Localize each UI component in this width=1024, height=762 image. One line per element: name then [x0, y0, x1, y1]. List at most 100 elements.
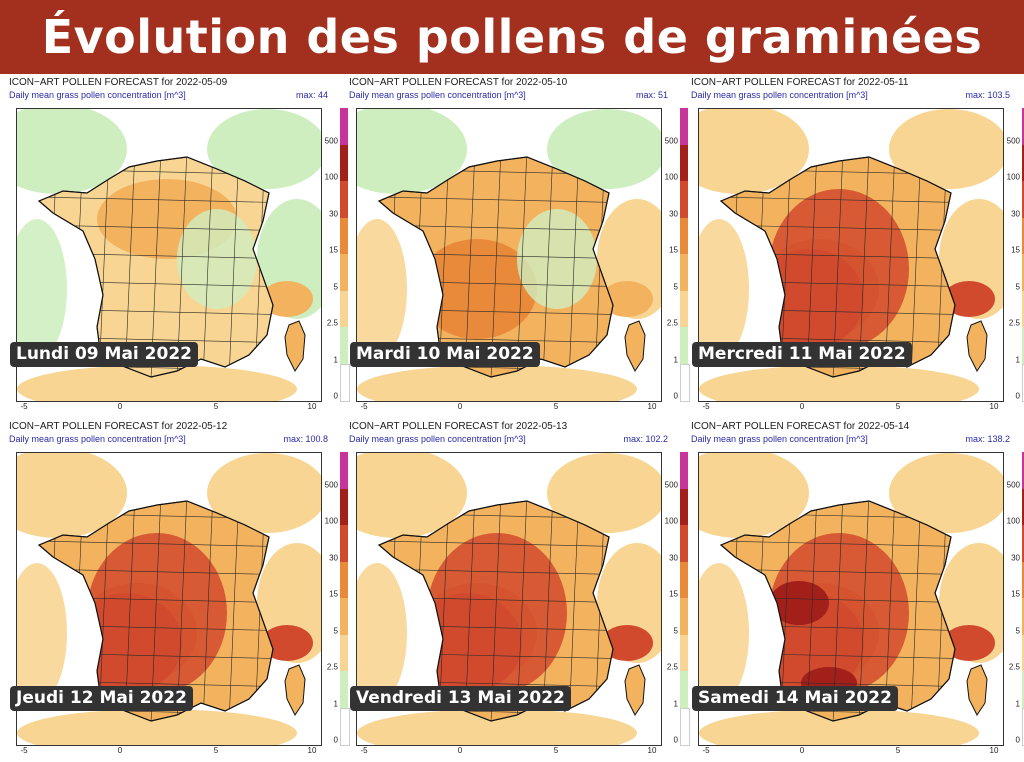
day-label: Vendredi 13 Mai 2022: [350, 686, 571, 711]
department-border: [124, 157, 136, 377]
department-border: [98, 501, 110, 721]
colorbar-segment: [340, 108, 348, 145]
benelux-region: [547, 109, 661, 189]
x-tick-label: 0: [799, 402, 805, 411]
benelux-region: [547, 453, 661, 533]
department-border: [806, 501, 818, 721]
colorbar-segment: [680, 217, 688, 254]
spain-region: [357, 709, 637, 745]
x-axis-ticks: -5 0 5 10: [356, 746, 662, 758]
colorbar-tick-label: 500: [664, 480, 678, 490]
colorbar-segment: [340, 561, 348, 598]
colorbar-segment: [340, 598, 348, 635]
colorbar-segment: [680, 327, 688, 364]
colorbar-segment: [680, 634, 688, 671]
colorbar-segment: [680, 671, 688, 708]
department-border: [832, 157, 844, 377]
max-value-label: max: 138.2: [965, 434, 1010, 444]
department-border: [379, 224, 613, 232]
colorbar-tick-label: 100: [324, 172, 338, 182]
x-tick-label: 0: [457, 402, 463, 411]
colorbar-tick-label: 1: [673, 699, 678, 709]
concentration-zone: [517, 209, 597, 309]
colorbar-segment: [340, 181, 348, 218]
colorbar-tick-label: 0: [333, 735, 338, 745]
x-axis-ticks: -5 0 5 10: [16, 402, 322, 414]
uk-region: [357, 453, 467, 538]
colorbar-segment: [680, 363, 690, 402]
colorbar-segment: [680, 144, 688, 181]
panel-header: ICON−ART POLLEN FORECAST for 2022-05-12 D…: [8, 420, 348, 450]
colorbar-legend: 500 100 30 15 5 2.5 1 0: [325, 452, 350, 746]
colorbar-tick-label: 30: [329, 209, 338, 219]
concentration-zone: [769, 581, 829, 625]
colorbar-segment: [340, 488, 348, 525]
department-border: [228, 501, 240, 721]
benelux-region: [207, 453, 321, 533]
colorbar-segment: [680, 488, 688, 525]
corsica-island: [284, 320, 306, 372]
x-tick-label: -5: [702, 746, 710, 755]
colorbar-segment: [1022, 488, 1024, 525]
panel-title: ICON−ART POLLEN FORECAST for 2022-05-12: [9, 421, 228, 432]
italy-region: [261, 281, 313, 317]
max-value-label: max: 102.2: [623, 434, 668, 444]
colorbar-tick-label: 15: [1011, 245, 1020, 255]
colorbar-tick-label: 1: [333, 355, 338, 365]
colorbar-tick-label: 100: [1006, 516, 1020, 526]
colorbar-segment: [1022, 327, 1024, 364]
department-border: [910, 157, 922, 377]
x-tick-label: -5: [360, 402, 368, 411]
department-border: [568, 501, 580, 721]
department-border: [379, 196, 613, 204]
benelux-region: [889, 109, 1003, 189]
concentration-zone: [417, 239, 537, 339]
colorbar-tick-label: 30: [1011, 209, 1020, 219]
colorbar-tick-label: 2.5: [326, 662, 338, 672]
panel-title: ICON−ART POLLEN FORECAST for 2022-05-10: [349, 77, 568, 88]
day-label: Mercredi 11 Mai 2022: [692, 342, 912, 367]
colorbar-tick-label: 500: [324, 480, 338, 490]
colorbar-tick-label: 100: [664, 516, 678, 526]
spain-region: [17, 709, 297, 745]
colorbar-tick-label: 15: [669, 589, 678, 599]
x-axis-ticks: -5 0 5 10: [16, 746, 322, 758]
panel-subtitle: Daily mean grass pollen concentration [m…: [691, 434, 868, 444]
colorbar-segment: [1022, 452, 1024, 489]
x-tick-label: -5: [20, 402, 28, 411]
x-tick-label: 10: [989, 402, 999, 411]
colorbar-segment: [340, 707, 350, 746]
department-border: [780, 501, 792, 721]
department-border: [98, 157, 110, 377]
italy-region: [261, 625, 313, 661]
forecast-panel: ICON−ART POLLEN FORECAST for 2022-05-12 D…: [8, 420, 350, 760]
department-border: [150, 501, 162, 721]
x-tick-label: 0: [457, 746, 463, 755]
colorbar-segment: [340, 525, 348, 562]
colorbar-legend: 500 100 30 15 5 2.5 1 0: [665, 452, 690, 746]
colorbar-tick-label: 2.5: [666, 662, 678, 672]
colorbar-tick-label: 30: [669, 209, 678, 219]
department-border: [176, 157, 188, 377]
colorbar-segment: [1022, 290, 1024, 327]
uk-region: [699, 453, 809, 538]
colorbar-tick-label: 2.5: [1008, 662, 1020, 672]
colorbar-tick-label: 5: [333, 626, 338, 636]
colorbar-segment: [340, 634, 348, 671]
panel-subtitle: Daily mean grass pollen concentration [m…: [9, 90, 186, 100]
max-value-label: max: 100.8: [283, 434, 328, 444]
atlantic-sea-region: [17, 219, 67, 359]
x-tick-label: 5: [895, 746, 901, 755]
spain-region: [699, 365, 979, 401]
x-axis-ticks: -5 0 5 10: [356, 402, 662, 414]
department-border: [516, 501, 528, 721]
panel-header: ICON−ART POLLEN FORECAST for 2022-05-09 D…: [8, 76, 348, 106]
colorbar-tick-label: 5: [673, 282, 678, 292]
panel-header: ICON−ART POLLEN FORECAST for 2022-05-13 D…: [348, 420, 688, 450]
x-tick-label: 10: [307, 746, 317, 755]
map-canvas: [357, 109, 661, 401]
department-border: [124, 501, 136, 721]
department-border: [150, 157, 162, 377]
map-canvas: [17, 453, 321, 745]
colorbar-tick-label: 0: [333, 391, 338, 401]
